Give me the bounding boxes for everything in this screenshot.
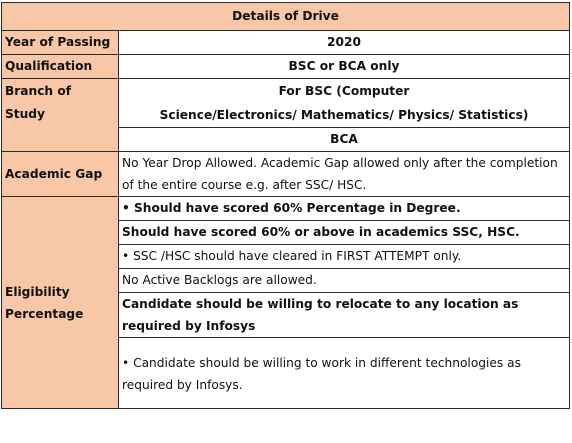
table-row: Candidate should be willing to relocate … <box>2 292 570 338</box>
branch-bsc-value: For BSC (Computer Science/Electronics/ M… <box>118 78 570 128</box>
eligibility-item: • Candidate should be willing to work in… <box>118 337 570 409</box>
eligibility-label-line2: Percentage <box>5 306 84 321</box>
table-row: Qualification BSC or BCA only <box>1 54 570 79</box>
row-label-qualification: Qualification <box>1 54 119 79</box>
table-title: Details of Drive <box>1 2 570 31</box>
drive-details-table: Details of Drive Year of Passing 2020 Qu… <box>1 2 570 409</box>
eligibility-label-line1: Eligibility <box>5 284 70 299</box>
eligibility-item: • SSC /HSC should have cleared in FIRST … <box>118 244 570 269</box>
branch-bsc-line1: For BSC (Computer <box>278 84 410 98</box>
branch-bsc-line2: Science/Electronics/ Mathematics/ Physic… <box>159 108 529 122</box>
table-row: • Candidate should be willing to work in… <box>2 337 570 409</box>
title-row: Details of Drive <box>1 2 570 31</box>
year-of-passing-value: 2020 <box>118 30 570 55</box>
academic-gap-value: No Year Drop Allowed. Academic Gap allow… <box>118 151 570 197</box>
row-label-branch: Branch of Study <box>1 78 119 152</box>
branch-bca-value: BCA <box>118 127 570 152</box>
table-row: Academic Gap No Year Drop Allowed. Acade… <box>1 151 570 197</box>
eligibility-item: No Active Backlogs are allowed. <box>118 268 570 293</box>
qualification-value: BSC or BCA only <box>118 54 570 79</box>
row-label-academic-gap: Academic Gap <box>1 151 119 197</box>
eligibility-item: Candidate should be willing to relocate … <box>118 292 570 338</box>
table-row: Should have scored 60% or above in acade… <box>2 220 570 245</box>
table-row: Branch of Study For BSC (Computer Scienc… <box>1 78 570 152</box>
table-row: No Active Backlogs are allowed. <box>2 268 570 293</box>
eligibility-item: Should have scored 60% or above in acade… <box>118 220 570 245</box>
table-row: Eligibility Percentage • Should have sco… <box>1 196 570 409</box>
eligibility-item: • Should have scored 60% Percentage in D… <box>118 196 570 221</box>
row-label-eligibility: Eligibility Percentage <box>1 196 119 409</box>
table-row: Year of Passing 2020 <box>1 30 570 55</box>
row-label-year-of-passing: Year of Passing <box>1 30 119 55</box>
